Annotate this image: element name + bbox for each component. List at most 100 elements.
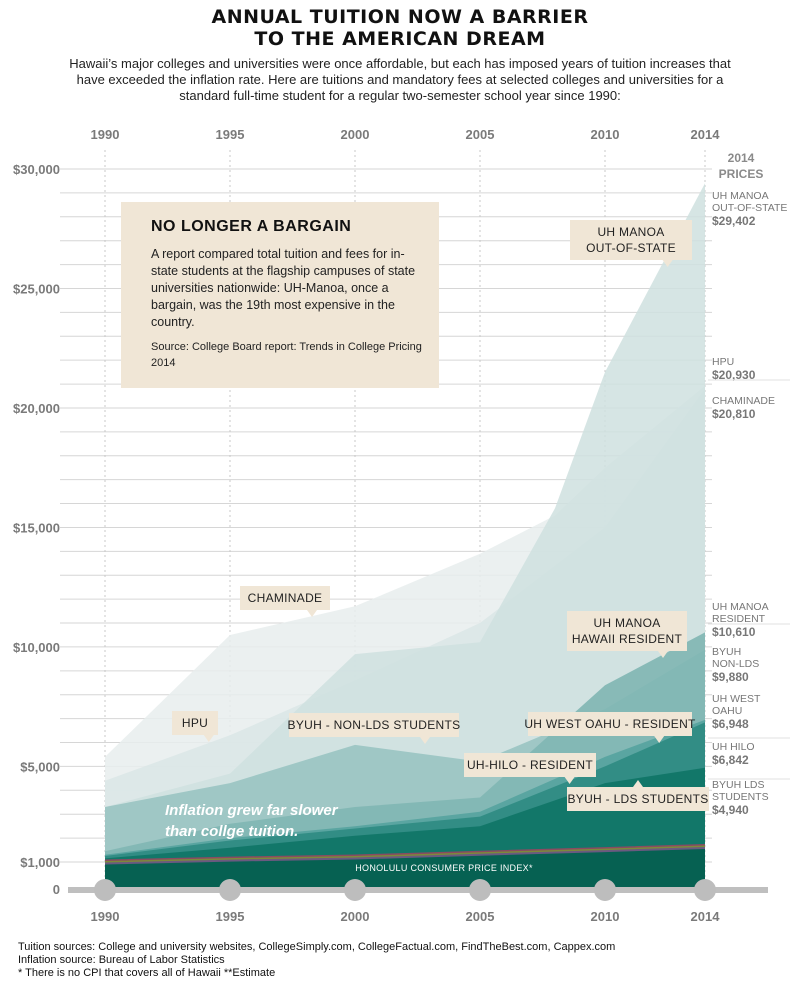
y-tick-label: $5,000 [20, 759, 60, 774]
x-tick-label-bottom: 2010 [591, 909, 620, 924]
tag-uh-west-oahu-pointer [654, 736, 665, 743]
tag-byuh-non-lds-pointer [420, 737, 430, 744]
x-tick-label-bottom: 2014 [691, 909, 721, 924]
y-tick-label: $10,000 [13, 640, 60, 655]
axes [68, 879, 768, 901]
y-tick-label: $30,000 [13, 162, 60, 177]
right-label-value: $29,402 [712, 214, 756, 228]
x-tick-label-bottom: 2005 [466, 909, 495, 924]
tag-uh-manoa-resident-text: UH MANOA [593, 616, 660, 630]
series-tags: UH MANOA OUT-OF-STATE CHAMINADE UH MANOA HAW… [172, 220, 709, 811]
tag-uh-manoa-out-of-state-text: OUT-OF-STATE [586, 241, 676, 255]
chart-title: ANNUAL TUITION NOW A BARRIER TO THE AMER… [0, 6, 800, 50]
right-label-name: BYUH LDS [712, 779, 765, 791]
right-label-name: BYUH [712, 646, 741, 658]
inflation-note-line-1: Inflation grew far slower [165, 802, 339, 819]
x-tick-label-top: 1995 [216, 127, 245, 142]
x-axis-labels: 1990 1990 1995 1995 2000 2000 2005 2005 2010 2010… [91, 127, 721, 924]
x-axis-marker [469, 879, 491, 901]
x-axis-marker [594, 879, 616, 901]
title-line-1: ANNUAL TUITION NOW A BARRIER [211, 6, 589, 28]
x-tick-label-top: 1990 [91, 127, 120, 142]
right-label-value: $20,930 [712, 368, 756, 382]
right-label-name: OAHU [712, 705, 742, 717]
right-label-name: STUDENTS [712, 791, 769, 803]
cpi-line-1 [104, 844, 706, 862]
right-label-name: HPU [712, 356, 734, 368]
tag-uh-manoa-out-of-state: UH MANOA OUT-OF-STATE [570, 220, 692, 267]
callout-text: A report compared total tuition and fees… [151, 247, 416, 329]
tag-hpu: HPU [172, 711, 218, 742]
y-tick-label: $1,000 [20, 855, 60, 870]
tag-uh-manoa-out-of-state-box [570, 220, 692, 260]
tag-chaminade: CHAMINADE [240, 586, 330, 617]
footer-note: * There is no CPI that covers all of Haw… [18, 967, 276, 979]
right-label-value: $9,880 [712, 670, 749, 684]
tag-hpu-text: HPU [182, 716, 208, 730]
cpi-lines [104, 844, 706, 865]
right-label-value: $10,610 [712, 625, 756, 639]
y-tick-label: $15,000 [13, 520, 60, 535]
tag-uh-manoa-out-of-state-pointer [662, 260, 673, 267]
tag-byuh-lds-pointer [633, 780, 643, 787]
right-label-name: UH WEST [712, 693, 761, 705]
y-axis-labels: $30,000 $25,000 $20,000 $15,000 $10,000 $5,00… [13, 162, 60, 897]
right-label-value: $6,948 [712, 717, 749, 731]
title-line-2: TO THE AMERICAN DREAM [254, 28, 546, 50]
callout-title: NO LONGER A BARGAIN [151, 218, 352, 235]
tag-byuh-lds: BYUH - LDS STUDENTS [567, 780, 709, 811]
prices-header-year: 2014 [728, 151, 755, 165]
right-label-value: $4,940 [712, 803, 749, 817]
y-tick-label: 0 [53, 882, 60, 897]
tag-uh-hilo-pointer [564, 777, 575, 784]
right-label-name: CHAMINADE [712, 395, 775, 407]
area-series-9 [105, 846, 705, 889]
x-tick-label-top: 2000 [341, 127, 370, 142]
tuition-area-chart: $30,000 $25,000 $20,000 $15,000 $10,000 $5,00… [13, 127, 790, 924]
x-tick-label-bottom: 1995 [216, 909, 245, 924]
x-tick-label-top: 2010 [591, 127, 620, 142]
tag-uh-west-oahu: UH WEST OAHU - RESIDENT [524, 712, 696, 743]
right-label-value: $6,842 [712, 753, 749, 767]
inflation-note-line-2: than collge tuition. [165, 823, 298, 840]
tag-byuh-lds-box [567, 787, 709, 811]
x-tick-label-top: 2014 [691, 127, 721, 142]
prices-header-label: PRICES [719, 167, 764, 181]
tag-uh-west-oahu-text: UH WEST OAHU - RESIDENT [524, 717, 696, 731]
y-tick-label: $20,000 [13, 401, 60, 416]
right-label-name: UH HILO [712, 741, 755, 753]
x-tick-label-top: 2005 [466, 127, 495, 142]
right-label-name: OUT-OF-STATE [712, 202, 787, 214]
x-axis-marker [344, 879, 366, 901]
footer-tuition-sources: Tuition sources: College and university … [18, 941, 616, 953]
x-axis-marker [219, 879, 241, 901]
cpi-label: HONOLULU CONSUMER PRICE INDEX* [355, 863, 533, 873]
tag-uh-hilo: UH-HILO - RESIDENT [464, 753, 596, 784]
tag-byuh-non-lds: BYUH - NON-LDS STUDENTS [288, 713, 461, 744]
tag-uh-manoa-resident: UH MANOA HAWAII RESIDENT [567, 611, 687, 658]
footer-sources: Tuition sources: College and university … [18, 941, 778, 980]
tag-hpu-pointer [203, 735, 214, 742]
tag-uh-hilo-box [464, 753, 596, 777]
tag-chaminade-pointer [307, 610, 317, 617]
tag-hpu-box [172, 711, 218, 735]
x-axis-marker [94, 879, 116, 901]
tag-uh-hilo-text: UH-HILO - RESIDENT [467, 758, 593, 772]
tag-uh-manoa-out-of-state-text: UH MANOA [597, 225, 664, 239]
tag-uh-manoa-resident-text: HAWAII RESIDENT [572, 632, 683, 646]
x-tick-label-bottom: 2000 [341, 909, 370, 924]
tag-uh-west-oahu-box [528, 712, 692, 736]
right-label-value: $20,810 [712, 407, 756, 421]
tag-byuh-non-lds-text: BYUH - NON-LDS STUDENTS [288, 718, 461, 732]
y-tick-label: $25,000 [13, 281, 60, 296]
chart-subtitle: Hawaii’s major colleges and universities… [69, 56, 731, 103]
right-label-name: UH MANOA [712, 601, 769, 613]
right-label-name: UH MANOA [712, 190, 769, 202]
tag-uh-manoa-resident-pointer [658, 651, 668, 658]
footer-inflation-source: Inflation source: Bureau of Labor Statis… [18, 954, 225, 966]
x-axis-bar [68, 887, 768, 893]
chart-annotations: Inflation grew far slower than collge tui… [165, 802, 533, 873]
right-label-name: NON-LDS [712, 658, 759, 670]
tag-byuh-non-lds-box [289, 713, 459, 737]
